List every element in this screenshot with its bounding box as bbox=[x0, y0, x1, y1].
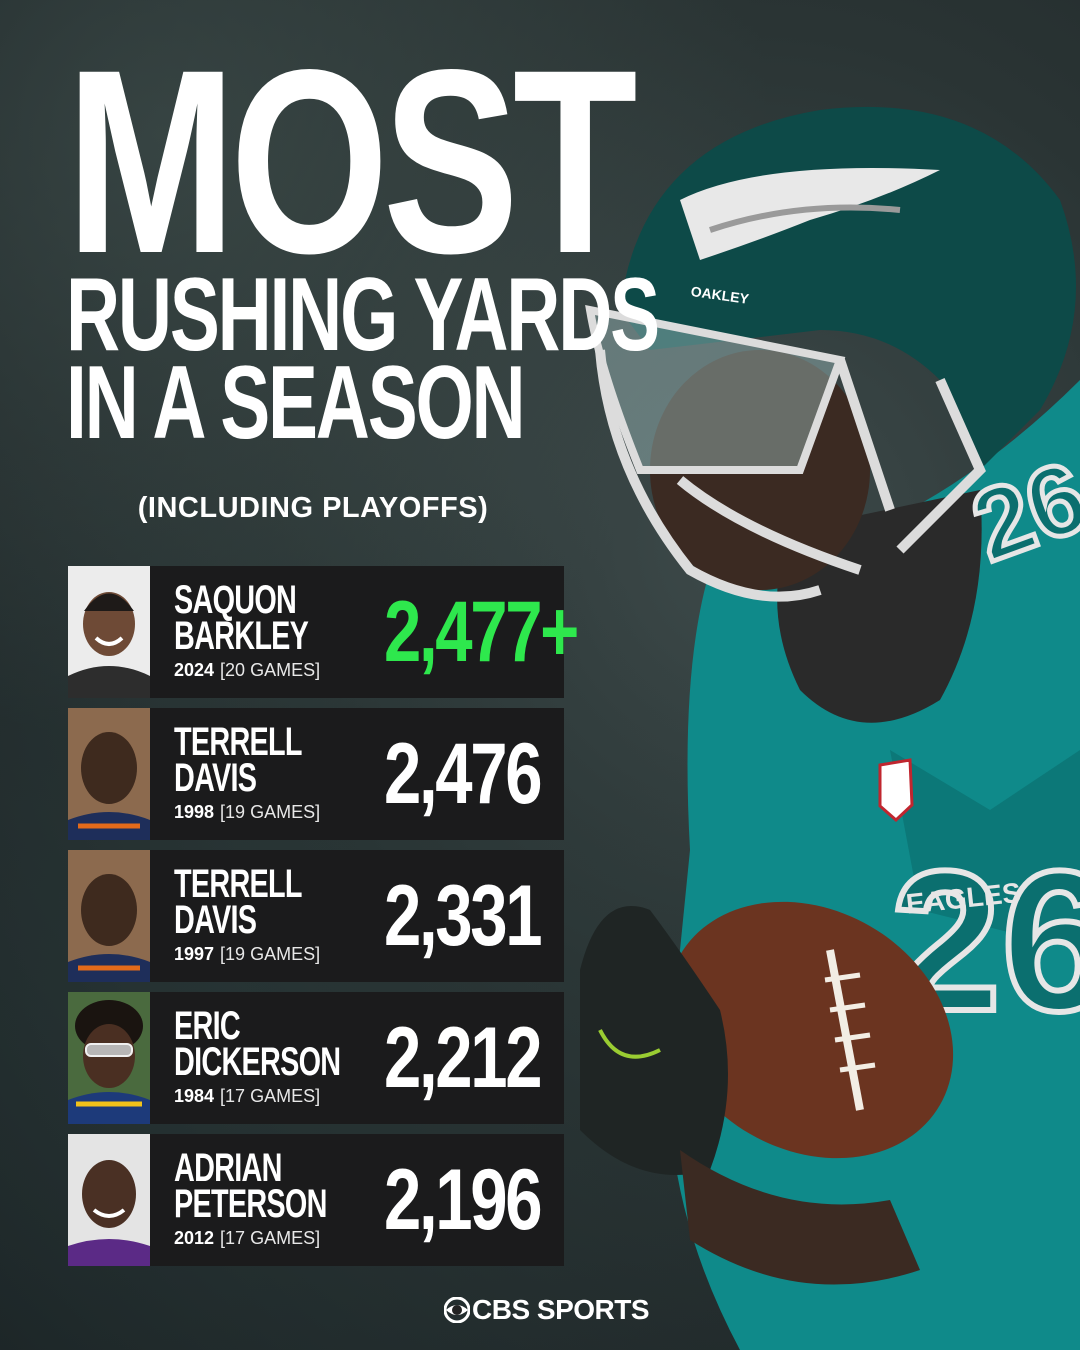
headline-in-a-season: IN A SEASON bbox=[66, 345, 526, 461]
player-headshot bbox=[68, 566, 150, 698]
headline: MOST RUSHING YARDS IN A SEASON bbox=[66, 15, 660, 461]
player-headshot bbox=[68, 850, 150, 982]
player-headshot bbox=[68, 708, 150, 840]
player-name: TERRELL DAVIS bbox=[174, 862, 302, 942]
rushing-yards-value: 2,196 bbox=[384, 1152, 543, 1248]
cbs-sports-logo: CBS SPORTS bbox=[444, 1294, 650, 1326]
season-meta: 1984 [17 GAMES] bbox=[174, 1086, 321, 1106]
player-name: SAQUON BARKLEY bbox=[174, 578, 309, 658]
rushing-yards-value: 2,212 bbox=[384, 1010, 543, 1106]
subtitle: (INCLUDING PLAYOFFS) bbox=[137, 492, 489, 524]
player-headshot bbox=[68, 1134, 150, 1266]
svg-text:26: 26 bbox=[890, 830, 1080, 1053]
season-meta: 2012 [17 GAMES] bbox=[174, 1228, 321, 1248]
cbs-eye-icon bbox=[444, 1297, 470, 1323]
headline-most: MOST bbox=[66, 15, 638, 308]
rushing-yards-value: 2,476 bbox=[384, 726, 543, 822]
leaderboard-row: SAQUON BARKLEY 2024 [20 GAMES] 2,477+ bbox=[68, 566, 579, 698]
leaderboard-row: TERRELL DAVIS 1997 [19 GAMES] 2,331 bbox=[68, 850, 564, 982]
player-name: ERIC DICKERSON bbox=[174, 1004, 341, 1084]
leaderboard-list: SAQUON BARKLEY 2024 [20 GAMES] 2,477+ TERR… bbox=[68, 566, 579, 1276]
leaderboard-row: TERRELL DAVIS 1998 [19 GAMES] 2,476 bbox=[68, 708, 564, 840]
player-headshot bbox=[68, 992, 150, 1124]
player-name: ADRIAN PETERSON bbox=[174, 1146, 327, 1226]
leaderboard-row: ADRIAN PETERSON 2012 [17 GAMES] 2,196 bbox=[68, 1134, 564, 1266]
player-name: TERRELL DAVIS bbox=[174, 720, 302, 800]
season-meta: 1998 [19 GAMES] bbox=[174, 802, 321, 822]
rushing-yards-value: 2,331 bbox=[384, 868, 543, 964]
player-illustration: 26 26 EAGLES OAKLEY bbox=[580, 106, 1080, 1350]
leaderboard-row: ERIC DICKERSON 1984 [17 GAMES] 2,212 bbox=[68, 992, 564, 1124]
season-meta: 1997 [19 GAMES] bbox=[174, 944, 321, 964]
brand-name: CBS SPORTS bbox=[472, 1294, 650, 1325]
season-meta: 2024 [20 GAMES] bbox=[174, 660, 321, 680]
rushing-yards-value: 2,477+ bbox=[384, 584, 579, 680]
headline-rushing-yards: RUSHING YARDS bbox=[66, 257, 660, 373]
